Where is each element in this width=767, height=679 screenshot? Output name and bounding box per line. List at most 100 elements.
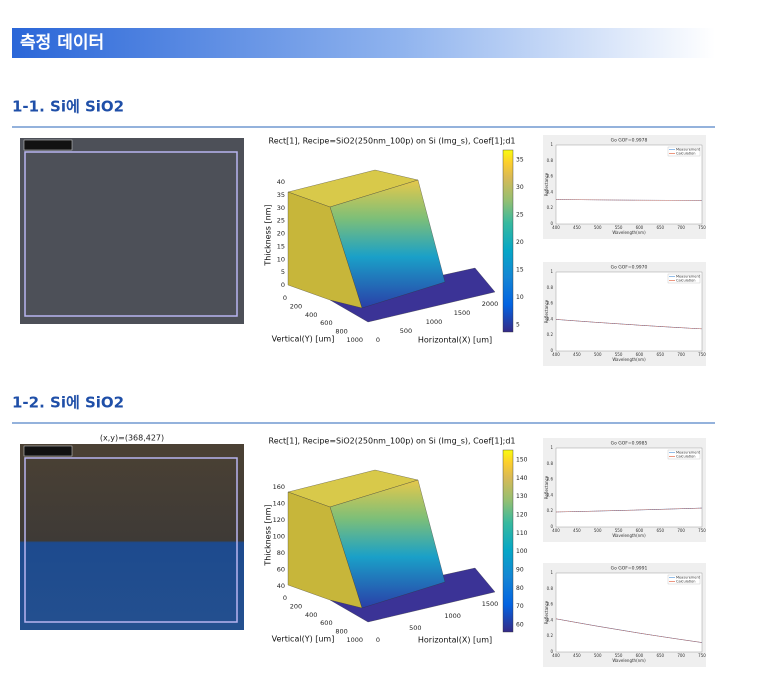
reflectance-x-tick: 400 — [552, 225, 560, 230]
measure-rect — [24, 151, 238, 317]
y-tick-label: 800 — [335, 628, 347, 636]
surface-side — [287, 191, 363, 309]
section-title: 1-1. Si에 SiO2 — [12, 98, 124, 116]
reflectance-x-tick: 500 — [594, 352, 602, 357]
reflectance-x-tick: 700 — [677, 225, 685, 230]
colorbar-tick-label: 70 — [516, 603, 524, 610]
reflectance-y-tick: 0.4 — [547, 617, 554, 622]
reflectance-x-tick: 700 — [677, 528, 685, 533]
reflectance-title: Go GOF=0.9991 — [611, 566, 648, 572]
reflectance-x-label: Wavelength(nm) — [612, 658, 646, 663]
header-banner — [12, 28, 715, 58]
reflectance-y-tick: 0.8 — [547, 285, 554, 290]
reflectance-x-tick: 650 — [656, 352, 664, 357]
reflectance-x-tick: 700 — [677, 352, 685, 357]
reflectance-x-label: Wavelength(nm) — [612, 533, 646, 538]
image-caption: (x,y)=(368,427) — [100, 434, 164, 443]
z-tick-label: 120 — [273, 516, 285, 524]
reflectance-axes — [555, 271, 703, 352]
reflectance-y-label: Reflectance — [544, 600, 549, 624]
reflectance-x-tick: 650 — [656, 653, 664, 658]
colorbar-tick-label: 20 — [516, 239, 524, 246]
x-tick-label: 0 — [376, 336, 380, 344]
reflectance-x-tick: 650 — [656, 225, 664, 230]
colorbar-tick-label: 30 — [516, 184, 524, 191]
reflectance-y-tick: 1 — [550, 570, 553, 575]
reflectance-y-tick: 0.2 — [547, 332, 554, 337]
reflectance-curve — [555, 507, 703, 513]
x-tick-label: 0 — [376, 636, 380, 644]
colorbar-tick-label: 120 — [516, 512, 528, 519]
reflectance-y-tick: 0.8 — [547, 461, 554, 466]
sample-image — [20, 138, 244, 324]
reflectance-curve — [555, 199, 703, 201]
z-tick-label: 140 — [273, 500, 285, 508]
reflectance-x-tick: 750 — [698, 225, 706, 230]
legend-entry: Calculation — [676, 455, 696, 459]
colorbar — [502, 149, 514, 333]
reflectance-y-tick: 0.6 — [547, 301, 554, 306]
x-tick-label: 500 — [409, 624, 421, 632]
reflectance-x-tick: 600 — [636, 653, 644, 658]
reflectance-legend — [667, 146, 701, 157]
reflectance-x-tick: 450 — [573, 528, 581, 533]
z-tick-label: 5 — [281, 268, 285, 276]
reflectance-x-tick: 500 — [594, 225, 602, 230]
reflectance-y-tick: 0 — [550, 221, 553, 226]
colorbar-tick-label: 100 — [516, 548, 528, 555]
y-tick-label: 0 — [283, 294, 287, 302]
legend-entry: Calculation — [676, 279, 696, 283]
reflectance-legend — [667, 574, 701, 585]
reflectance-y-tick: 0.2 — [547, 508, 554, 513]
plot-title: Rect[1], Recipe=SiO2(250nm_100p) on Si (… — [269, 137, 516, 146]
y-axis-label: Vertical(Y) [um] — [272, 335, 335, 344]
colorbar-tick-label: 25 — [516, 212, 524, 219]
reflectance-x-tick: 450 — [573, 653, 581, 658]
z-tick-label: 20 — [277, 230, 285, 238]
reflectance-x-tick: 550 — [615, 528, 623, 533]
reflectance-y-tick: 0.6 — [547, 174, 554, 179]
reflectance-title: Go GOF=0.9970 — [611, 265, 648, 271]
reflectance-y-tick: 0.8 — [547, 586, 554, 591]
reflectance-x-tick: 550 — [615, 352, 623, 357]
z-tick-label: 35 — [277, 191, 285, 199]
y-tick-label: 800 — [335, 328, 347, 336]
reflectance-y-label: Reflectance — [544, 172, 549, 196]
reflectance-title: Go GOF=0.9985 — [611, 441, 648, 447]
z-tick-label: 30 — [277, 204, 285, 212]
legend-entry: Measurement — [676, 275, 701, 279]
reflectance-y-tick: 1 — [550, 445, 553, 450]
colorbar-tick-label: 35 — [516, 157, 524, 164]
sample-image — [20, 444, 244, 630]
y-tick-label: 0 — [283, 594, 287, 602]
reflectance-x-tick: 700 — [677, 653, 685, 658]
y-tick-label: 1000 — [346, 336, 363, 344]
x-tick-label: 1500 — [482, 600, 499, 608]
z-tick-label: 40 — [277, 582, 285, 590]
reflectance-y-tick: 0.4 — [547, 189, 554, 194]
reflectance-x-tick: 600 — [636, 352, 644, 357]
legend-entry: Calculation — [676, 152, 696, 156]
z-tick-label: 60 — [277, 566, 285, 574]
reflectance-y-label: Reflectance — [544, 299, 549, 323]
reflectance-y-tick: 0 — [550, 524, 553, 529]
z-axis-label: Thickness [nm] — [264, 504, 273, 566]
legend-entry: Measurement — [676, 148, 701, 152]
reflectance-x-tick: 750 — [698, 352, 706, 357]
y-tick-label: 1000 — [346, 636, 363, 644]
reflectance-y-tick: 0.6 — [547, 602, 554, 607]
colorbar-tick-label: 130 — [516, 493, 528, 500]
z-tick-label: 15 — [277, 242, 285, 250]
x-tick-label: 2000 — [482, 300, 499, 308]
colorbar-tick-label: 90 — [516, 567, 524, 574]
reflectance-x-tick: 600 — [636, 225, 644, 230]
reflectance-title: Go GOF=0.9978 — [611, 138, 648, 144]
legend-entry: Calculation — [676, 580, 696, 584]
reflectance-y-tick: 0.2 — [547, 633, 554, 638]
reflectance-x-tick: 500 — [594, 653, 602, 658]
reflectance-x-tick: 450 — [573, 225, 581, 230]
legend-entry: Measurement — [676, 451, 701, 455]
reflectance-y-tick: 0 — [550, 348, 553, 353]
